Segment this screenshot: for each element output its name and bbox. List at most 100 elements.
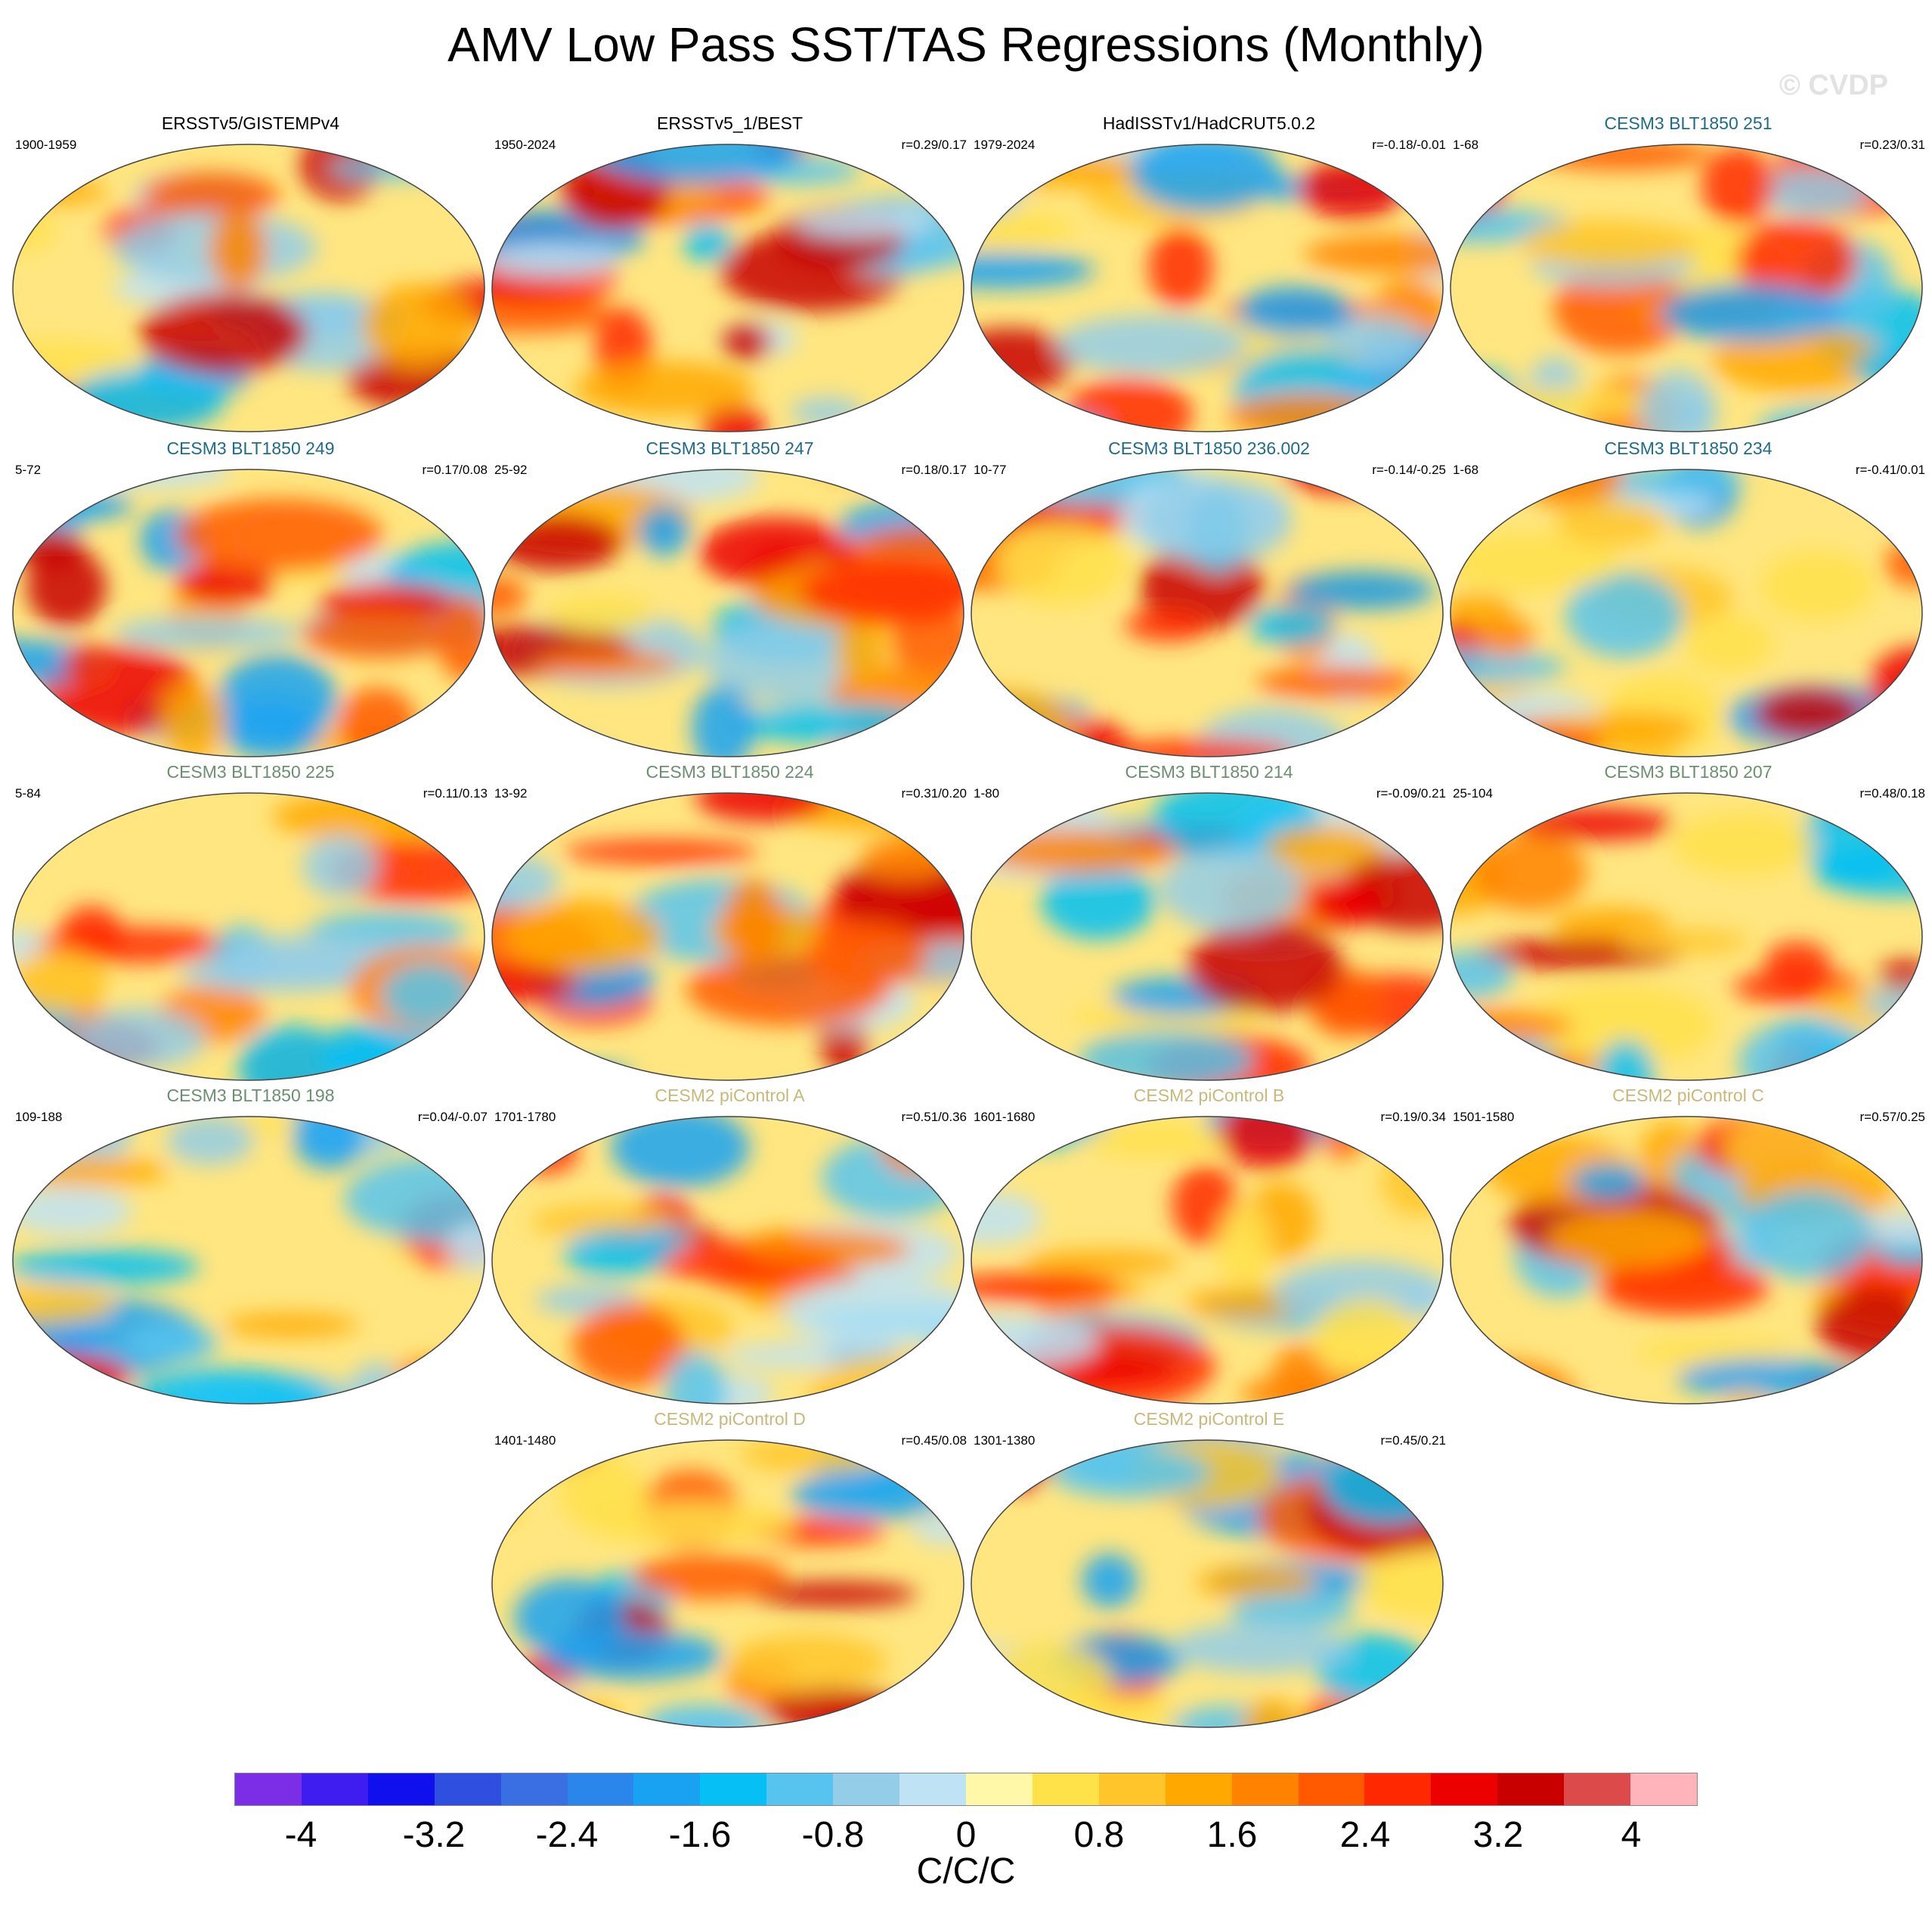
anomaly-region [1241, 1699, 1302, 1727]
anomaly-region [971, 414, 1106, 432]
robinson-map [971, 1439, 1444, 1728]
anomaly-region [980, 829, 1178, 873]
panel-correlation: r=-0.41/0.01 [1855, 463, 1925, 477]
panel-years: 1-68 [1453, 138, 1479, 152]
anomaly-region [563, 840, 758, 864]
panel-correlation: r=0.11/0.13 [423, 786, 488, 801]
anomaly-region [492, 1440, 581, 1467]
anomaly-region [742, 1231, 911, 1267]
colorbar-ticks: -4 -3.2 -2.4 -1.6 -0.8 0 0.8 1.6 2.4 3.2 4 [0, 1814, 1932, 1860]
anomaly-region [1160, 847, 1301, 931]
panel-years: 1601-1680 [974, 1110, 1036, 1124]
panel-title: CESM2 piControl C [1612, 1086, 1764, 1105]
anomaly-region [272, 793, 473, 842]
anomaly-region [738, 1440, 893, 1473]
anomaly-region [1677, 1358, 1858, 1398]
anomaly-region [70, 368, 225, 432]
anomaly-region [16, 1157, 169, 1187]
anomaly-region [13, 1249, 200, 1285]
anomaly-region [511, 1129, 579, 1174]
colorbar-segment [1364, 1773, 1432, 1805]
map-border [491, 1439, 964, 1728]
anomaly-region [985, 1059, 1067, 1080]
anomaly-region [1639, 370, 1717, 432]
anomaly-region [13, 1187, 132, 1235]
anomaly-region [492, 576, 527, 615]
anomaly-region [1744, 1189, 1874, 1280]
robinson-map [971, 144, 1444, 432]
panel-title: CESM3 BLT1850 251 [1604, 113, 1773, 133]
anomaly-region [1041, 863, 1156, 940]
panel-title: CESM2 piControl B [1133, 1086, 1285, 1105]
colorbar-tick-label: -3.2 [402, 1815, 466, 1855]
panel-title: CESM3 BLT1850 224 [646, 762, 814, 782]
map-panel: CESM3 BLT1850 236.002 10-77 r=-0.14/-0.25 [969, 438, 1449, 764]
map-border [491, 792, 964, 1081]
map-border [491, 1116, 964, 1405]
anomaly-region [637, 505, 690, 556]
anomaly-region [13, 341, 139, 379]
anomaly-region [1299, 159, 1406, 219]
anomaly-region [1172, 1623, 1348, 1673]
anomaly-region [63, 645, 110, 684]
anomaly-region [971, 252, 1095, 289]
anomaly-region [125, 1324, 218, 1363]
anomaly-region [166, 1117, 254, 1165]
anomaly-region [1528, 984, 1715, 1066]
panel-years: 1900-1959 [15, 138, 77, 152]
robinson-map [1450, 1116, 1923, 1405]
anomaly-region [123, 1368, 333, 1404]
map-border [12, 469, 485, 757]
anomaly-region [302, 610, 454, 658]
panel-years: 25-92 [494, 463, 528, 477]
figure-title: AMV Low Pass SST/TAS Regressions (Monthl… [447, 17, 1485, 72]
map-border [1450, 144, 1923, 432]
panel-correlation: r=0.04/-0.07 [417, 1110, 488, 1124]
anomaly-region [1577, 711, 1698, 746]
anomaly-region [159, 682, 226, 757]
robinson-map [971, 792, 1444, 1081]
anomaly-region [1472, 833, 1587, 912]
anomaly-region [971, 1364, 1003, 1404]
cvdp-watermark: © CVDP [1779, 70, 1888, 101]
anomaly-region [971, 1273, 1122, 1302]
anomaly-region [405, 387, 463, 432]
anomaly-region [1056, 315, 1248, 374]
anomaly-region [1711, 327, 1885, 393]
panel-years: 1701-1780 [494, 1110, 556, 1124]
anomaly-region [692, 685, 755, 757]
panel-title: CESM3 BLT1850 207 [1604, 762, 1773, 782]
colorbar-segment [633, 1773, 701, 1805]
colorbar-segment [1630, 1773, 1697, 1805]
robinson-map [491, 1439, 964, 1728]
anomaly-region [822, 1137, 962, 1219]
anomaly-region [591, 144, 800, 184]
colorbar [234, 1773, 1698, 1806]
anomaly-region [446, 1223, 485, 1271]
anomaly-region [13, 949, 109, 1013]
anomaly-region [1098, 739, 1296, 757]
panel-years: 1501-1580 [1453, 1110, 1515, 1124]
anomaly-region [142, 172, 280, 219]
anomaly-region [695, 793, 830, 822]
anomaly-region [13, 1363, 104, 1404]
anomaly-region [971, 793, 1065, 829]
panel-years: 109-188 [15, 1110, 63, 1124]
colorbar-tick-label: -0.8 [801, 1815, 865, 1855]
anomaly-region [542, 1631, 723, 1680]
robinson-map [12, 792, 485, 1081]
colorbar-segment [1032, 1773, 1099, 1805]
anomaly-region [1064, 378, 1193, 432]
map-border [971, 1116, 1444, 1405]
colorbar-tick-label: -2.4 [535, 1815, 599, 1855]
anomaly-region [1217, 1203, 1271, 1290]
anomaly-region [1619, 929, 1749, 955]
anomaly-region [546, 595, 656, 634]
panel-years: 1301-1380 [974, 1433, 1036, 1448]
panel-years: 1979-2024 [974, 138, 1036, 152]
map-panel: CESM3 BLT1850 247 25-92 r=0.18/0.17 [490, 438, 970, 764]
panel-title: CESM3 BLT1850 225 [166, 762, 335, 782]
anomaly-region [492, 243, 618, 279]
colorbar-tick-label: -4 [284, 1815, 317, 1855]
anomaly-region [1237, 286, 1352, 337]
